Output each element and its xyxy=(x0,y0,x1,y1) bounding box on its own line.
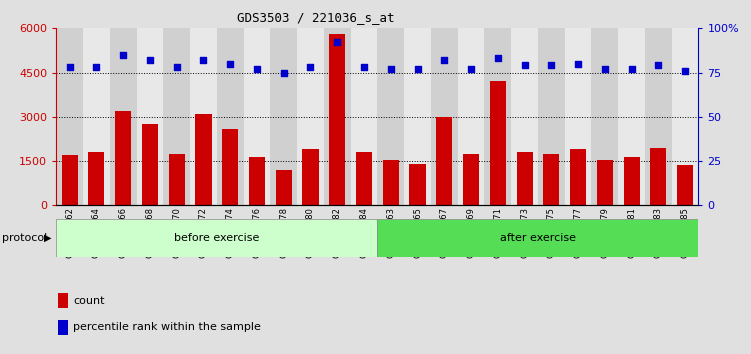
Bar xyxy=(671,28,698,205)
Point xyxy=(545,63,557,68)
Bar xyxy=(484,28,511,205)
Bar xyxy=(570,149,586,205)
Text: after exercise: after exercise xyxy=(500,233,576,243)
Bar xyxy=(89,152,104,205)
Point xyxy=(117,52,129,58)
Bar xyxy=(351,28,377,205)
Point xyxy=(198,57,210,63)
Bar xyxy=(597,160,613,205)
Bar xyxy=(83,28,110,205)
Bar xyxy=(115,111,131,205)
Text: protocol: protocol xyxy=(2,233,47,243)
Bar xyxy=(243,28,270,205)
Bar xyxy=(431,28,457,205)
Text: percentile rank within the sample: percentile rank within the sample xyxy=(74,322,261,332)
Text: GDS3503 / 221036_s_at: GDS3503 / 221036_s_at xyxy=(237,11,394,24)
Point xyxy=(225,61,237,67)
Bar xyxy=(436,117,452,205)
Bar xyxy=(329,34,345,205)
Bar xyxy=(623,156,640,205)
Bar xyxy=(62,155,78,205)
Bar xyxy=(383,160,399,205)
Point xyxy=(64,64,76,70)
Bar xyxy=(59,320,68,335)
Bar xyxy=(270,28,297,205)
Point xyxy=(518,63,530,68)
Bar xyxy=(618,28,645,205)
Point xyxy=(385,66,397,72)
Text: before exercise: before exercise xyxy=(174,233,260,243)
Point xyxy=(358,64,370,70)
Text: count: count xyxy=(74,296,104,306)
Point xyxy=(251,66,263,72)
Bar xyxy=(404,28,431,205)
Bar xyxy=(59,293,68,308)
Point xyxy=(144,57,156,63)
Bar xyxy=(163,28,190,205)
Bar xyxy=(303,149,318,205)
Point xyxy=(90,64,102,70)
Point xyxy=(331,40,343,45)
Bar xyxy=(538,28,565,205)
Point xyxy=(278,70,290,75)
Bar xyxy=(490,81,506,205)
Point xyxy=(626,66,638,72)
Bar xyxy=(543,154,559,205)
Point xyxy=(170,64,182,70)
Point xyxy=(572,61,584,67)
Point xyxy=(465,66,477,72)
Bar xyxy=(324,28,351,205)
Point xyxy=(412,66,424,72)
Bar xyxy=(511,28,538,205)
Bar xyxy=(195,114,212,205)
Bar xyxy=(650,148,666,205)
Bar xyxy=(56,28,83,205)
Bar xyxy=(517,152,532,205)
Bar xyxy=(190,28,217,205)
Bar xyxy=(217,28,243,205)
Bar xyxy=(110,28,137,205)
Point xyxy=(439,57,451,63)
Bar xyxy=(677,166,693,205)
Bar xyxy=(222,129,238,205)
Point xyxy=(304,64,316,70)
Bar xyxy=(137,28,163,205)
Bar xyxy=(56,219,377,257)
Bar xyxy=(409,164,426,205)
Bar xyxy=(297,28,324,205)
Point xyxy=(653,63,665,68)
Bar xyxy=(249,156,265,205)
Point xyxy=(679,68,691,74)
Bar xyxy=(356,152,372,205)
Bar xyxy=(565,28,592,205)
Bar xyxy=(463,154,479,205)
Bar xyxy=(592,28,618,205)
Bar xyxy=(377,219,698,257)
Text: ▶: ▶ xyxy=(44,233,51,243)
Point xyxy=(492,56,504,61)
Bar xyxy=(645,28,671,205)
Bar xyxy=(377,28,404,205)
Point xyxy=(599,66,611,72)
Bar xyxy=(276,170,292,205)
Bar xyxy=(142,124,158,205)
Bar xyxy=(169,154,185,205)
Bar xyxy=(457,28,484,205)
